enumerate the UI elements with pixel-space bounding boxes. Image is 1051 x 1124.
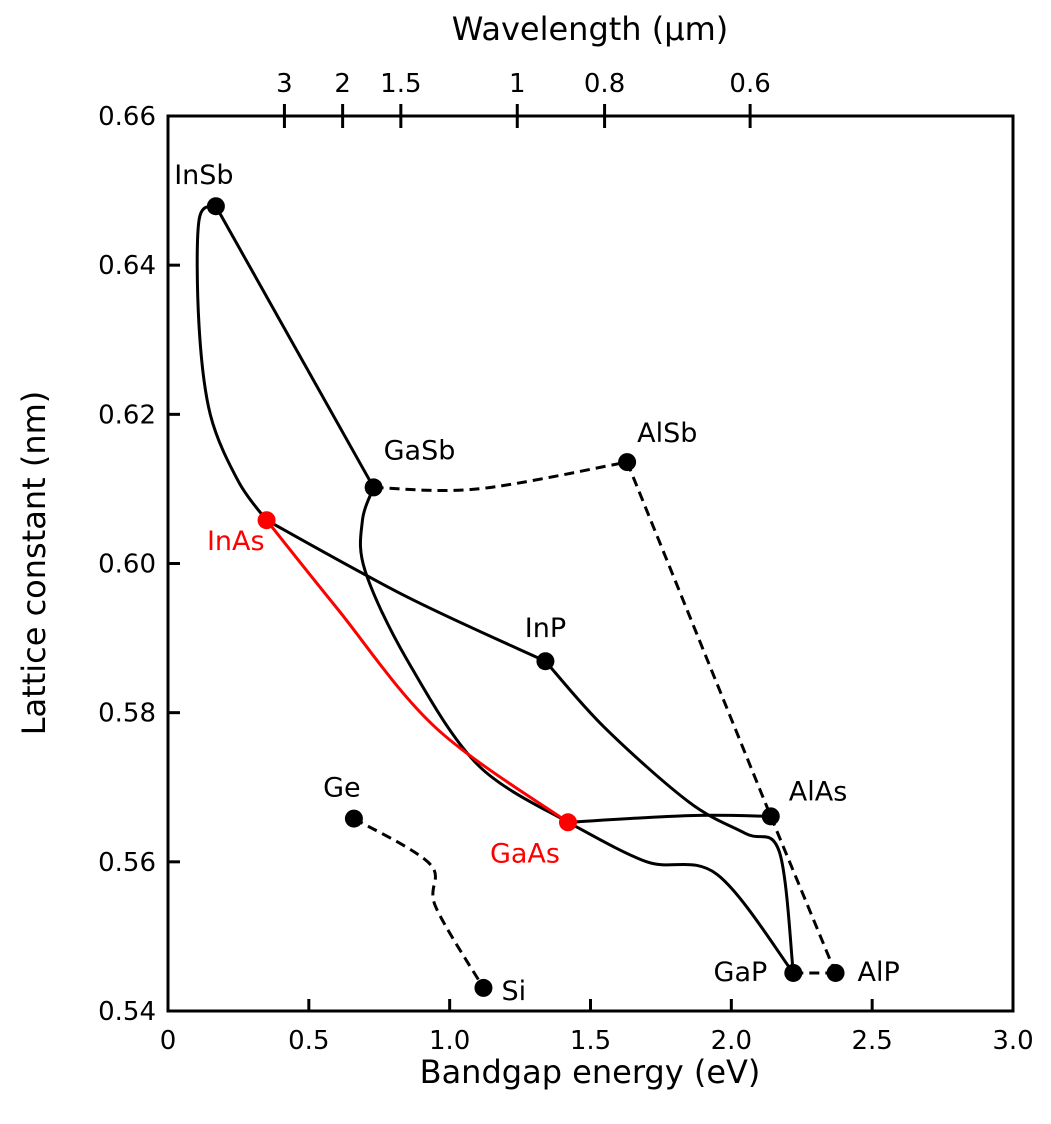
point-label-insb: InSb [174, 160, 233, 191]
point-gap [784, 963, 803, 982]
x-axis-title: Bandgap energy (eV) [420, 1053, 761, 1091]
point-label-inp: InP [525, 613, 566, 644]
curve-alas-alp [769, 815, 837, 974]
top-tick-label: 2 [334, 69, 351, 99]
y-axis-ticks: 0.54 0.56 0.58 0.60 0.62 0.64 0.66 [98, 102, 180, 1027]
curve-gasb-gaas [358, 486, 569, 824]
alloy-curves [195, 204, 837, 989]
y-tick-label: 0.66 [98, 102, 156, 132]
y-tick-label: 0.54 [98, 997, 156, 1027]
point-label-alsb: AlSb [637, 418, 697, 449]
top-axis-ticks: 3 2 1.5 1 0.8 0.6 [276, 69, 771, 128]
x-tick-label: 3.0 [992, 1026, 1033, 1056]
point-alas [761, 807, 780, 826]
curve-alsb-alas [625, 461, 773, 817]
point-label-gap: GaP [714, 957, 768, 988]
y-tick-label: 0.64 [98, 251, 156, 281]
point-label-gaas: GaAs [490, 838, 560, 869]
point-alp [826, 963, 845, 982]
curve-inas-inp [265, 518, 547, 663]
curve-ge-si [353, 817, 485, 989]
material-points: InSb GaSb AlSb InAs InP GaAs AlAs Ge Si GaP AlP [174, 160, 900, 1007]
y-tick-label: 0.58 [98, 699, 156, 729]
y-tick-label: 0.62 [98, 400, 156, 430]
point-label-ge: Ge [323, 773, 361, 804]
curve-gaas-gap [567, 820, 795, 974]
point-gaas [558, 813, 577, 832]
top-tick-label: 0.6 [729, 69, 770, 99]
curve-gaas-alas [567, 813, 771, 824]
x-axis-ticks: 0 0.5 1.0 1.5 2.0 2.5 3.0 [160, 999, 1034, 1056]
x-tick-label: 2.0 [711, 1026, 752, 1056]
y-axis-title: Lattice constant (nm) [15, 391, 53, 736]
y-tick-label: 0.56 [98, 848, 156, 878]
point-label-inas: InAs [207, 526, 265, 557]
curve-insb-inas [195, 204, 268, 522]
x-tick-label: 2.5 [851, 1026, 892, 1056]
curve-inp-gap [544, 660, 795, 974]
point-inas [257, 511, 276, 530]
point-inp [536, 652, 555, 671]
point-ge [344, 809, 363, 828]
curve-insb-gasb [214, 205, 375, 489]
point-gasb [364, 478, 383, 497]
point-si [474, 978, 493, 997]
point-insb [206, 197, 225, 216]
x-tick-label: 1.5 [570, 1026, 611, 1056]
curve-inas-gaas [265, 519, 569, 824]
x-tick-label: 0.5 [288, 1026, 329, 1056]
y-tick-label: 0.60 [98, 550, 156, 580]
top-tick-label: 1 [509, 69, 526, 99]
top-tick-label: 0.8 [584, 69, 625, 99]
top-axis-title: Wavelength (μm) [452, 10, 729, 48]
x-tick-label: 1.0 [429, 1026, 470, 1056]
x-tick-label: 0 [160, 1026, 177, 1056]
point-label-alas: AlAs [789, 776, 848, 807]
top-tick-label: 1.5 [380, 69, 421, 99]
point-alsb [618, 453, 637, 472]
curve-gasb-alsb [373, 460, 628, 493]
point-label-si: Si [501, 976, 526, 1007]
plot-frame [166, 114, 1015, 1013]
point-label-alp: AlP [858, 957, 900, 988]
point-label-gasb: GaSb [384, 435, 456, 466]
top-tick-label: 3 [276, 69, 293, 99]
